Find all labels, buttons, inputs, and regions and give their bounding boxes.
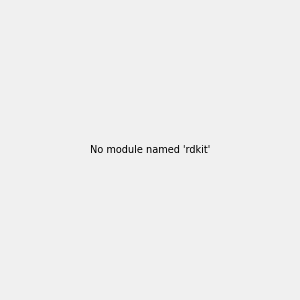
Text: No module named 'rdkit': No module named 'rdkit'	[90, 145, 210, 155]
